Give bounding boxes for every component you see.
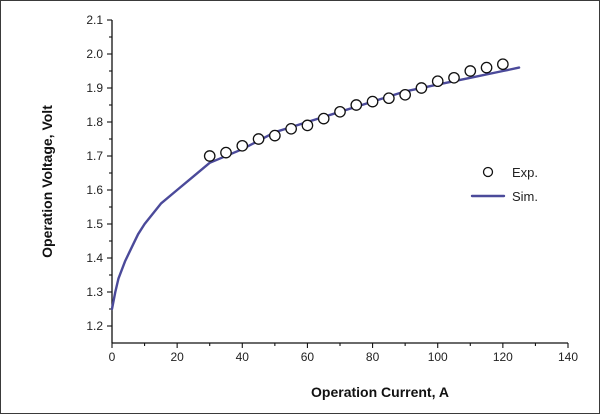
y-tick-label: 1.3 (86, 285, 103, 299)
x-tick-label: 20 (170, 350, 184, 364)
exp-data-point (399, 88, 411, 101)
plot-marks (110, 58, 521, 311)
axis-ticks: 0 20 40 60 80 100 120 140 1.2 1.3 1.4 1.5 1.6 1.7 1.8 1… (86, 13, 578, 364)
x-tick-label: 140 (558, 350, 578, 364)
y-tick-label: 1.4 (86, 251, 103, 265)
x-tick-label: 80 (366, 350, 380, 364)
y-tick-label: 2.1 (86, 13, 103, 27)
exp-data-point (464, 65, 477, 77)
exp-data-point (317, 112, 330, 125)
exp-data-point (431, 75, 444, 88)
exp-data-point (448, 71, 460, 84)
x-tick-label: 40 (236, 350, 250, 364)
y-tick-label: 1.2 (86, 319, 103, 333)
x-tick-label: 0 (109, 350, 116, 364)
y-tick-label: 2.0 (86, 47, 103, 61)
x-tick-label: 100 (428, 350, 448, 364)
y-tick-label: 1.7 (86, 149, 103, 163)
exp-data-point (236, 139, 249, 152)
exp-data-point (301, 119, 314, 132)
y-tick-label: 1.8 (86, 115, 103, 129)
legend-exp-marker (482, 166, 494, 178)
exp-data-point (269, 129, 281, 142)
legend-exp-label: Exp. (512, 165, 538, 180)
y-tick-label: 1.6 (86, 183, 103, 197)
exp-data-point (203, 150, 216, 162)
exp-data-point (480, 61, 493, 74)
exp-data-point (366, 95, 379, 108)
sim-series-line (110, 66, 521, 311)
x-axis-title: Operation Current, A (311, 384, 449, 400)
y-tick-label: 1.5 (86, 217, 103, 231)
exp-data-point (252, 133, 265, 145)
x-tick-label: 120 (493, 350, 513, 364)
exp-data-point (285, 122, 297, 135)
legend: Exp. Sim. (470, 165, 538, 204)
exp-data-point (415, 82, 428, 94)
exp-data-point (497, 58, 509, 71)
exp-data-point (383, 92, 395, 105)
exp-data-point (334, 105, 346, 118)
x-tick-label: 60 (301, 350, 315, 364)
exp-data-point (350, 99, 363, 111)
y-axis-title: Operation Voltage, Volt (39, 105, 55, 258)
legend-sim-label: Sim. (512, 189, 538, 204)
exp-data-point (220, 146, 232, 159)
y-tick-label: 1.9 (86, 81, 103, 95)
